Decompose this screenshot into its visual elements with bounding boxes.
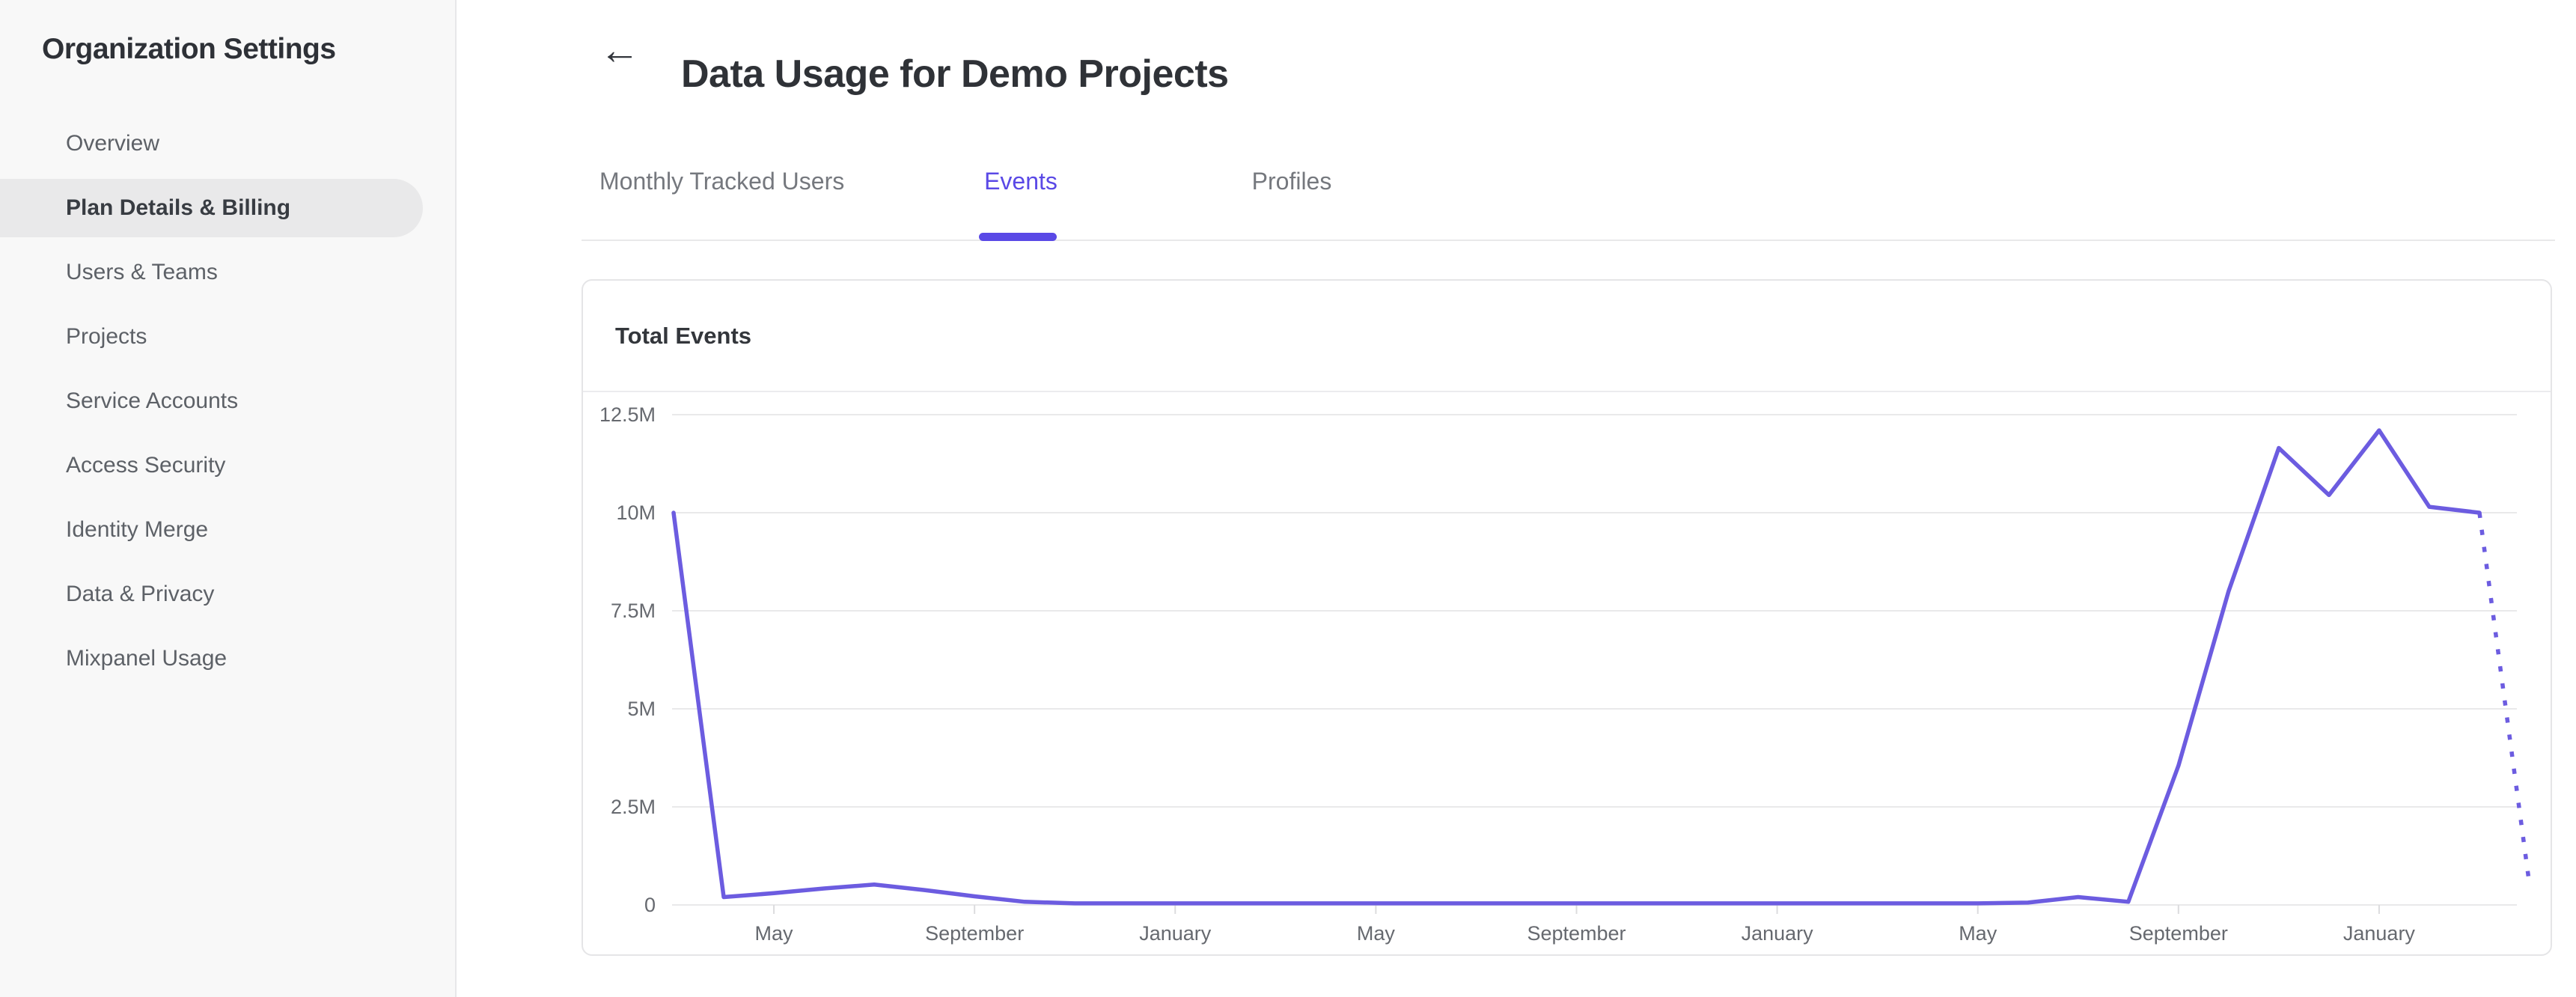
sidebar-item-projects[interactable]: Projects xyxy=(66,324,147,349)
tabs-divider xyxy=(582,240,2555,241)
sidebar-item-plan-details-billing[interactable]: Plan Details & Billing xyxy=(0,179,423,237)
active-tab-underline xyxy=(979,233,1057,241)
sidebar-item-mixpanel-usage[interactable]: Mixpanel Usage xyxy=(66,646,228,671)
sidebar-item-service-accounts[interactable]: Service Accounts xyxy=(66,388,239,413)
sidebar-item-data-privacy[interactable]: Data & Privacy xyxy=(66,582,215,606)
sidebar-nav: Overview Plan Details & Billing Users & … xyxy=(0,112,455,691)
sidebar-title: Organization Settings xyxy=(42,33,336,65)
tab-monthly-tracked-users[interactable]: Monthly Tracked Users xyxy=(599,168,845,195)
card-title: Total Events xyxy=(615,322,752,349)
tab-profiles[interactable]: Profiles xyxy=(1251,168,1332,195)
organization-settings-sidebar: Organization Settings Overview Plan Deta… xyxy=(0,0,457,997)
card-header: Total Events xyxy=(583,281,2551,392)
sidebar-item-identity-merge[interactable]: Identity Merge xyxy=(66,517,209,542)
back-arrow-icon[interactable]: ← xyxy=(599,28,640,73)
sidebar-item-access-security[interactable]: Access Security xyxy=(66,453,226,478)
sidebar-item-users-teams[interactable]: Users & Teams xyxy=(66,260,218,284)
sidebar-item-overview[interactable]: Overview xyxy=(66,131,160,156)
tab-events[interactable]: Events xyxy=(984,168,1057,195)
total-events-card: Total Events xyxy=(582,279,2552,956)
page-title: Data Usage for Demo Projects xyxy=(681,52,1229,96)
